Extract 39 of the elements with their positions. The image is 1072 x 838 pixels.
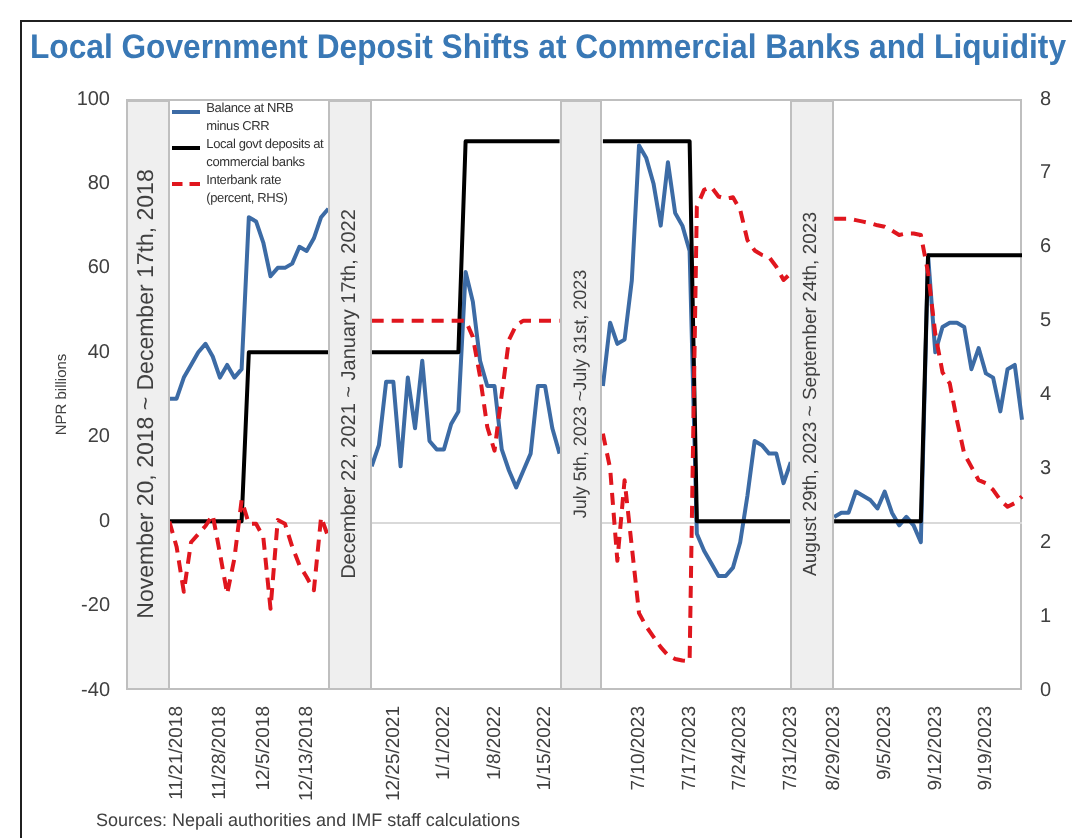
- y2-tick-label: 3: [1040, 457, 1052, 480]
- x-tick-label: 9/19/2023: [975, 706, 998, 791]
- x-tick-label: 7/31/2023: [780, 706, 803, 791]
- source-note: Sources: Nepali authorities and IMF staff calculations: [96, 810, 520, 830]
- y-tick-label: -40: [81, 679, 111, 702]
- annotation: July 5th, 2023 ~July 31st, 2023: [569, 270, 592, 519]
- y-tick-label: 60: [87, 257, 111, 280]
- x-tick-label: 12/25/2021: [382, 706, 405, 802]
- x-tick-label: 12/5/2018: [252, 706, 275, 791]
- x-tick-label: 8/29/2023: [823, 706, 846, 791]
- y2-tick-label: 5: [1040, 310, 1052, 333]
- x-tick-label: 11/28/2018: [209, 706, 232, 800]
- y2-tick-label: 0: [1040, 679, 1052, 702]
- annotation: December 22, 2021 ~ January 17th, 2022: [339, 209, 361, 580]
- annotation: November 20, 2018 ~ December 17th, 2018: [135, 169, 161, 620]
- y-tick-label: -20: [81, 595, 111, 618]
- y2-tick-label: 1: [1040, 605, 1052, 628]
- y2-tick-label: 4: [1040, 384, 1052, 406]
- x-tick-label: 7/17/2023: [678, 706, 701, 791]
- x-tick-label: 11/21/2018: [165, 706, 188, 800]
- x-tick-label: 9/12/2023: [924, 706, 947, 791]
- x-tick-label: 1/8/2022: [483, 706, 506, 780]
- x-tick-label: 12/13/2018: [295, 706, 318, 802]
- x-tick-label: 7/24/2023: [729, 706, 752, 791]
- y2-tick-label: 2: [1040, 531, 1052, 554]
- y-tick-label: 40: [87, 341, 111, 364]
- x-tick-label: 1/1/2022: [433, 706, 456, 780]
- y-tick-label: 100: [76, 88, 111, 111]
- y-tick-label: 20: [87, 426, 111, 449]
- y2-tick-label: 6: [1040, 236, 1052, 259]
- chart-title: Local Government Deposit Shifts at Commercial Banks and Liquidity: [30, 28, 1066, 68]
- annotation: August 29th, 2023 ~ September 24th, 2023: [800, 212, 823, 577]
- y2-tick-label: 8: [1040, 88, 1052, 111]
- y2-tick-label: 7: [1040, 162, 1052, 185]
- x-tick-label: 1/15/2022: [534, 706, 557, 791]
- y-tick-label: 80: [87, 172, 111, 195]
- y-tick-label: 0: [98, 510, 111, 533]
- x-tick-label: 9/5/2023: [873, 706, 896, 780]
- x-tick-label: 7/10/2023: [628, 706, 651, 791]
